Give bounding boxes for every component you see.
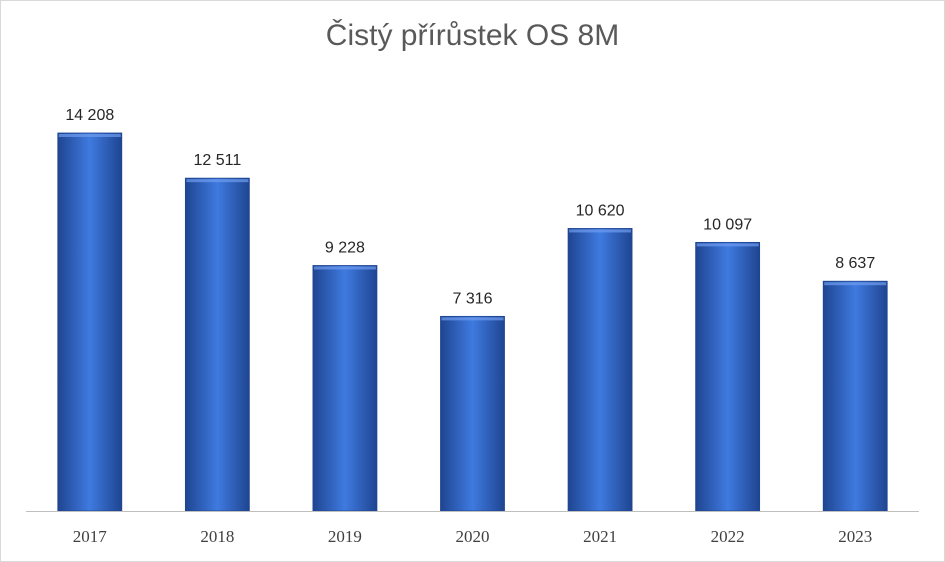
x-tick-label-2017: 2017 xyxy=(73,527,108,546)
x-tick-label-2018: 2018 xyxy=(200,527,234,546)
data-label-2020: 7 316 xyxy=(452,290,492,307)
bar-2020 xyxy=(440,315,505,512)
bar-2021 xyxy=(567,228,633,512)
x-tick-label-2021: 2021 xyxy=(583,527,617,546)
bar-2018 xyxy=(184,177,250,512)
bar-highlight-2019 xyxy=(313,266,376,270)
chart-title: Čistý přírůstek OS 8M xyxy=(325,19,620,52)
bar-2023 xyxy=(822,280,888,512)
bar-highlight-2018 xyxy=(186,179,249,183)
x-tick-label-2023: 2023 xyxy=(838,527,872,546)
x-tick-label-2020: 2020 xyxy=(456,527,490,546)
data-label-2018: 12 511 xyxy=(193,152,241,169)
bar-highlight-2023 xyxy=(824,282,887,286)
data-label-2023: 8 637 xyxy=(835,255,875,272)
x-tick-label-2022: 2022 xyxy=(711,527,745,546)
x-tick-label-2019: 2019 xyxy=(328,527,362,546)
bar-2022 xyxy=(695,241,761,512)
bar-2017 xyxy=(57,132,123,512)
bar-highlight-2021 xyxy=(569,229,632,233)
bar-highlight-2020 xyxy=(441,317,504,321)
data-label-2022: 10 097 xyxy=(703,216,752,233)
data-label-2019: 9 228 xyxy=(325,239,365,256)
bar-highlight-2022 xyxy=(696,243,759,247)
bar-2019 xyxy=(312,265,378,512)
bar-highlight-2017 xyxy=(58,134,121,137)
data-label-2021: 10 620 xyxy=(576,202,625,219)
data-label-2017: 14 208 xyxy=(65,107,114,124)
